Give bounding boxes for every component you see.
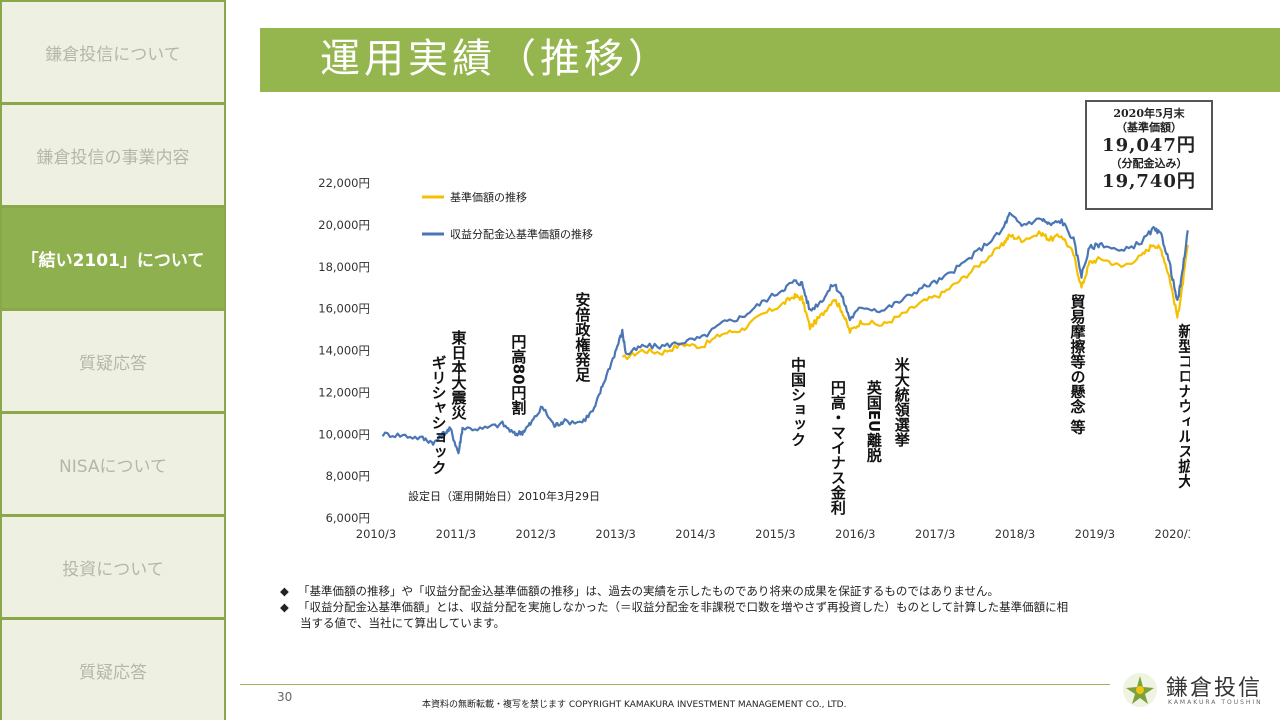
y-tick-label: 6,000円 xyxy=(326,511,370,525)
summary-nav-label: （基準価額） xyxy=(1116,121,1182,134)
legend-label: 収益分配金込基準価額の推移 xyxy=(450,227,593,241)
x-tick-label: 2019/3 xyxy=(1075,527,1115,541)
event-annotation: 貿易摩擦等の懸念 等 xyxy=(1069,293,1087,435)
sidebar-item-business[interactable]: 鎌倉投信の事業内容 xyxy=(0,103,226,207)
x-tick-label: 2013/3 xyxy=(595,527,635,541)
chart-svg: 6,000円 8,000円 10,000円 12,000円 14,000円 16,000円… xyxy=(318,176,1190,541)
x-tick-label: 2014/3 xyxy=(675,527,715,541)
event-annotation: 円高80円割 xyxy=(509,334,527,416)
event-annotation: 東日本大震災 xyxy=(450,329,468,421)
event-annotation: 中国ショック xyxy=(789,356,807,447)
company-logo: 鎌倉投信 KAMAKURA TOUSHIN xyxy=(1120,666,1270,716)
sidebar-item-qa-2[interactable]: 質疑応答 xyxy=(0,618,226,720)
x-tick-label: 2020/3 xyxy=(1155,527,1190,541)
sidebar-item-yui2101[interactable]: 「結い2101」について xyxy=(0,206,226,310)
event-annotation: ギリシャショック xyxy=(430,355,448,475)
event-annotation: 安倍政権発足 xyxy=(573,291,591,383)
note-bullet: ◆ xyxy=(280,600,289,614)
sidebar-item-qa-1[interactable]: 質疑応答 xyxy=(0,309,226,413)
y-tick-label: 10,000円 xyxy=(318,427,370,441)
footer-divider xyxy=(240,684,1110,685)
event-annotation: 円高・マイナス金利 xyxy=(829,380,847,516)
series-line xyxy=(621,230,1189,361)
x-tick-label: 2017/3 xyxy=(915,527,955,541)
note-row-1: ◆ 「基準価額の推移」や「収益分配金込基準価額の推移」は、過去の実績を示したもの… xyxy=(280,583,1240,599)
note-text-3: 当する値で、当社にて算出しています。 xyxy=(300,616,506,630)
logo-subtext: KAMAKURA TOUSHIN xyxy=(1168,699,1263,706)
sidebar-item-nisa[interactable]: NISAについて xyxy=(0,412,226,516)
note-text-2: 「収益分配金込基準価額」とは、収益分配を実施しなかった（＝収益分配金を非課税で口… xyxy=(298,600,1069,614)
logo-text: 鎌倉投信 xyxy=(1166,676,1263,701)
y-tick-label: 8,000円 xyxy=(326,469,370,483)
title-bar: 運用実績（推移） xyxy=(260,28,1280,92)
performance-chart: 6,000円 8,000円 10,000円 12,000円 14,000円 16,000円… xyxy=(290,170,1190,550)
summary-nav-value: 19,047円 xyxy=(1102,135,1196,156)
note-text-1: 「基準価額の推移」や「収益分配金込基準価額の推移」は、過去の実績を示したものであ… xyxy=(298,584,1000,598)
x-tick-label: 2015/3 xyxy=(755,527,795,541)
page-title: 運用実績（推移） xyxy=(320,36,672,82)
y-tick-label: 16,000円 xyxy=(318,302,370,316)
logo-star-icon xyxy=(1123,673,1157,707)
series-line xyxy=(381,211,1189,455)
notes: ◆ 「基準価額の推移」や「収益分配金込基準価額の推移」は、過去の実績を示したもの… xyxy=(280,583,1240,631)
y-tick-label: 20,000円 xyxy=(318,218,370,232)
x-tick-label: 2018/3 xyxy=(995,527,1035,541)
event-annotation: 英国EU離脱 xyxy=(865,379,883,463)
copyright-text: 本資料の無断転載・複写を禁じます COPYRIGHT KAMAKURA INVE… xyxy=(422,700,847,710)
nav-summary-box: 2020年5月末 （基準価額） 19,047円 （分配金込み） 19,740円 xyxy=(1085,100,1213,210)
page-number: 30 xyxy=(277,690,293,704)
x-tick-label: 2010/3 xyxy=(356,527,396,541)
sidebar: 鎌倉投信について 鎌倉投信の事業内容 「結い2101」について 質疑応答 NIS… xyxy=(0,0,226,720)
legend-label: 基準価額の推移 xyxy=(450,190,527,204)
sidebar-item-investment[interactable]: 投資について xyxy=(0,515,226,619)
event-annotation: 新型コロナウィルス拡大 xyxy=(1176,322,1190,489)
x-tick-label: 2011/3 xyxy=(436,527,476,541)
sidebar-item-about-kamakura[interactable]: 鎌倉投信について xyxy=(0,0,226,104)
x-tick-label: 2016/3 xyxy=(835,527,875,541)
note-bullet: ◆ xyxy=(280,584,289,598)
note-row-2: ◆ 「収益分配金込基準価額」とは、収益分配を実施しなかった（＝収益分配金を非課税… xyxy=(280,599,1240,615)
summary-date: 2020年5月末 xyxy=(1113,107,1185,120)
x-tick-label: 2012/3 xyxy=(516,527,556,541)
event-annotation: 米大統領選挙 xyxy=(893,356,911,448)
summary-dist-label: （分配金込み） xyxy=(1110,157,1188,170)
y-tick-label: 18,000円 xyxy=(318,260,370,274)
y-tick-label: 22,000円 xyxy=(318,176,370,190)
y-tick-label: 12,000円 xyxy=(318,385,370,399)
summary-dist-value: 19,740円 xyxy=(1102,171,1196,192)
y-tick-label: 14,000円 xyxy=(318,344,370,358)
inception-note: 設定日（運用開始日）2010年3月29日 xyxy=(408,489,600,503)
